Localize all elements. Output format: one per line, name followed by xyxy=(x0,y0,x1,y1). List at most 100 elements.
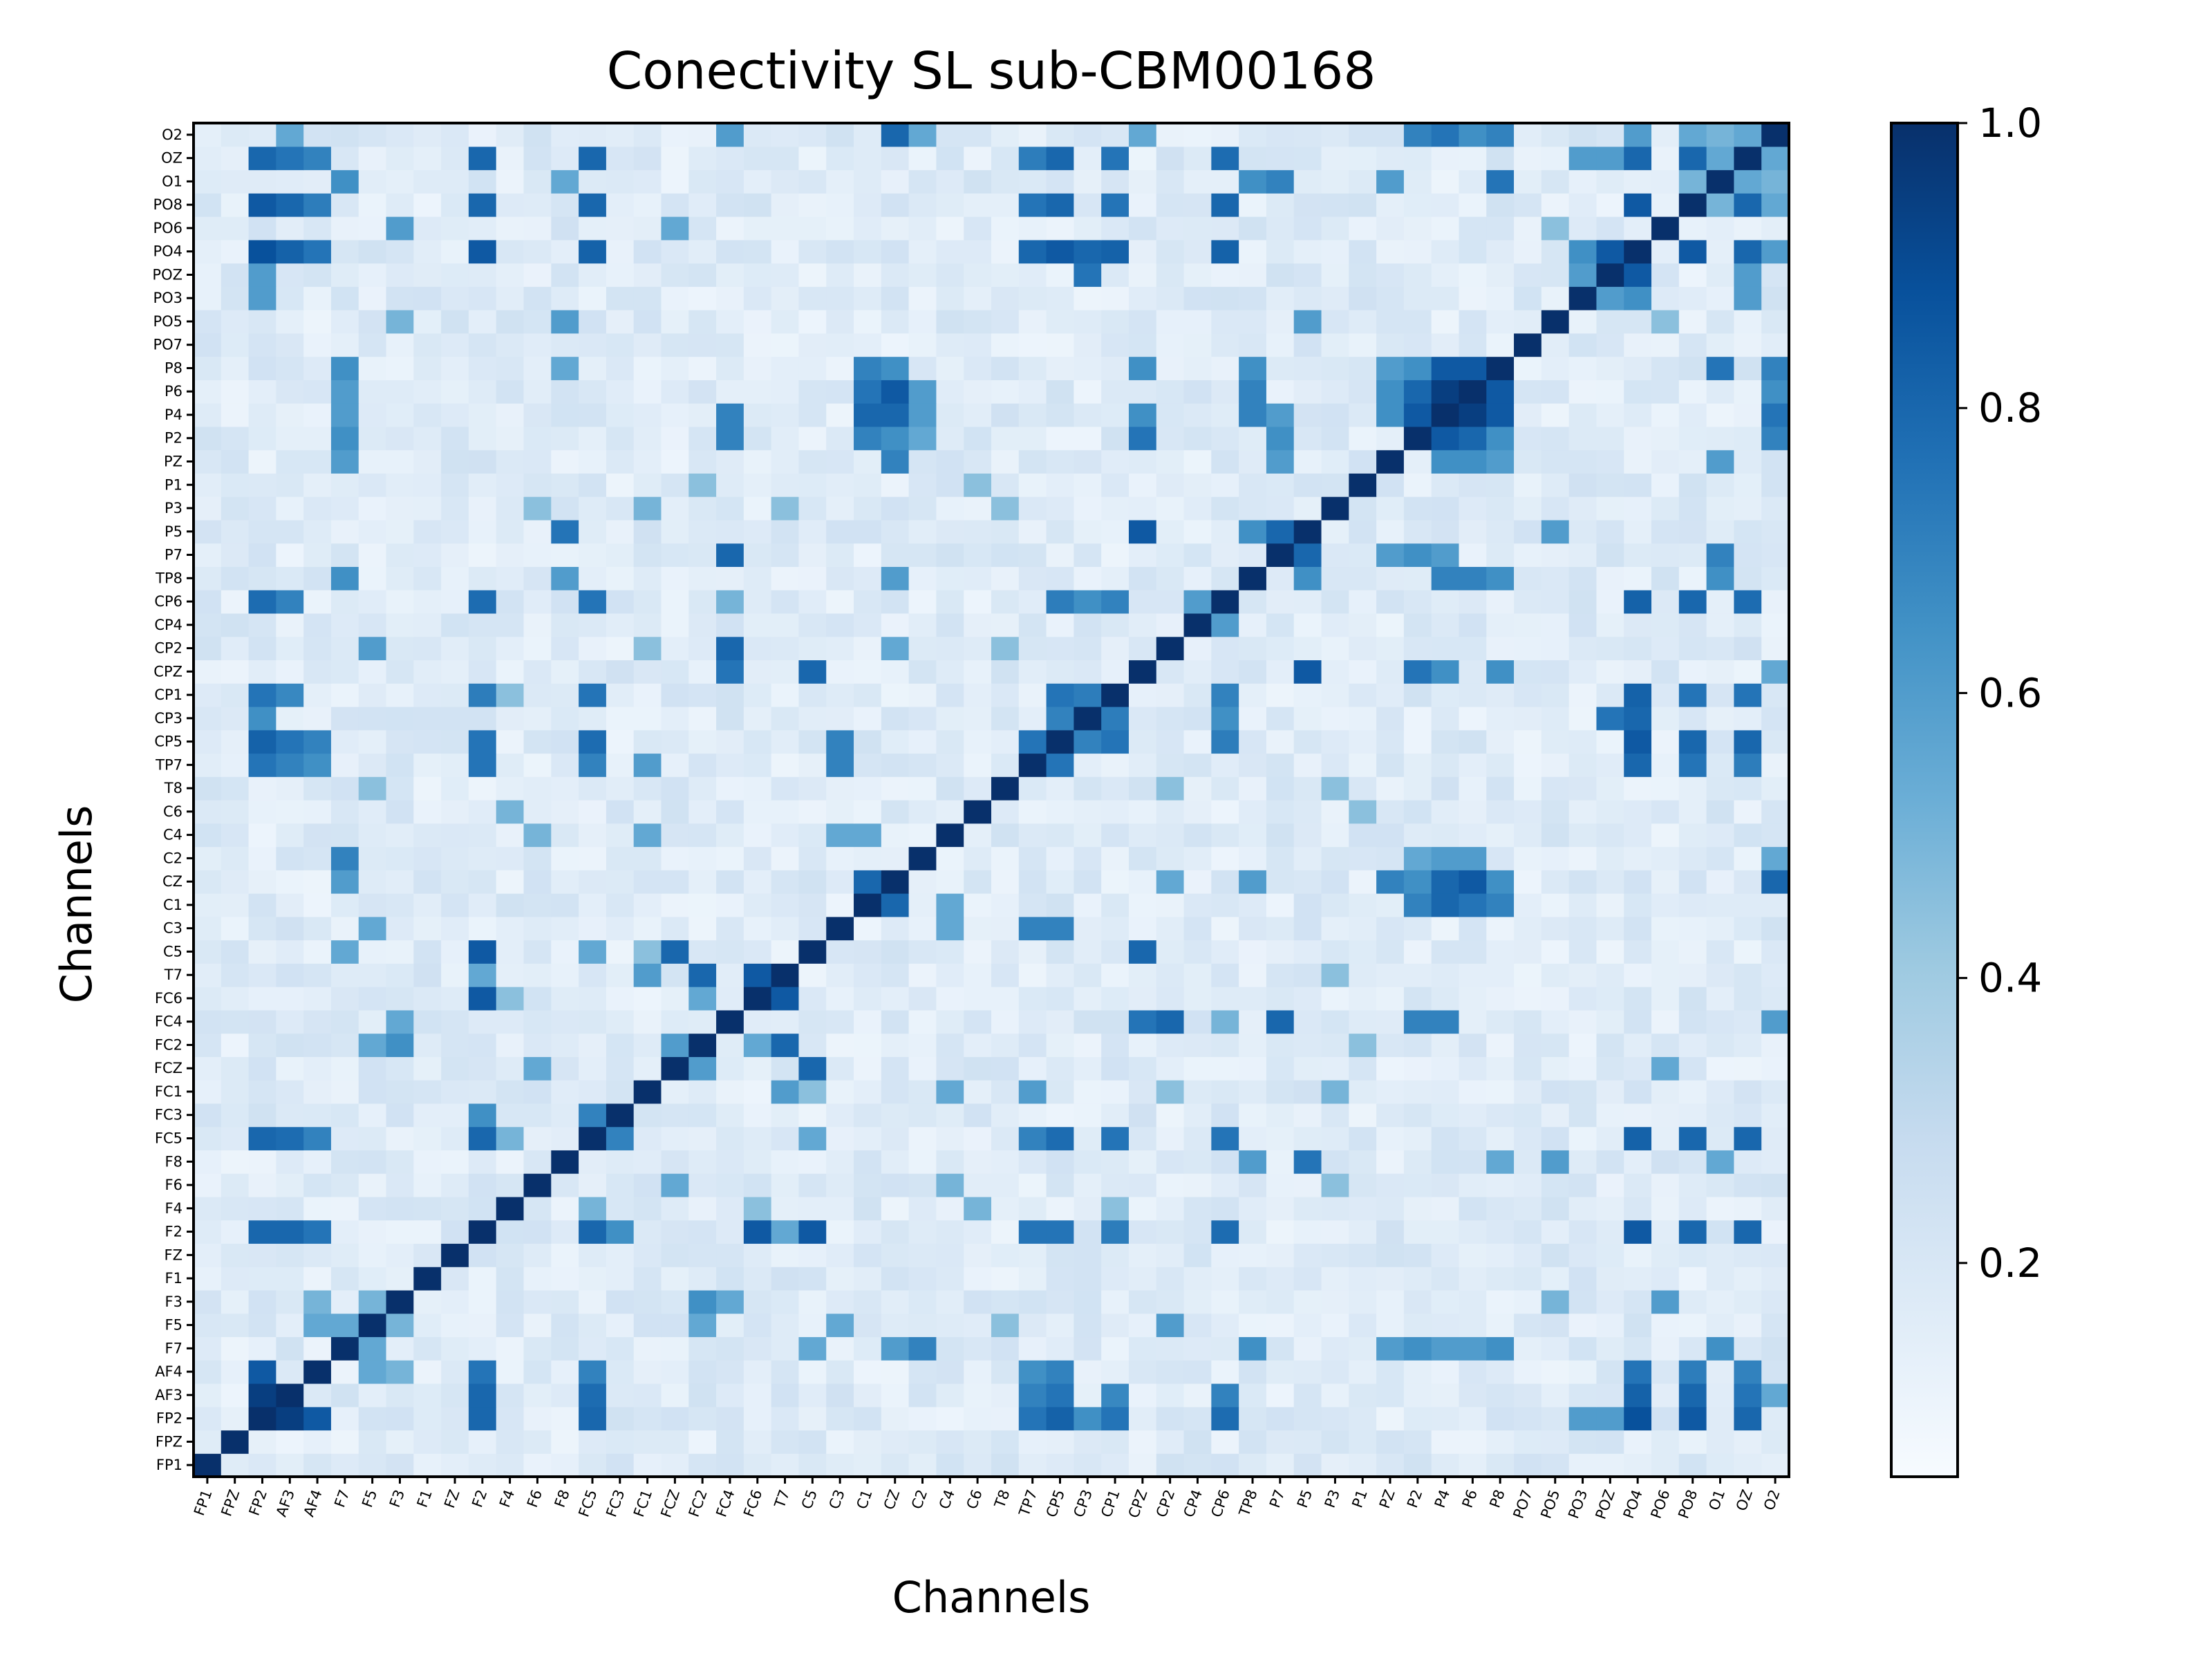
heatmap-cell xyxy=(964,403,992,427)
heatmap-cell xyxy=(194,380,222,404)
y-tick-label: FC5 xyxy=(155,1130,182,1147)
heatmap-cell xyxy=(798,823,827,848)
heatmap-cell xyxy=(991,310,1020,334)
heatmap-cell xyxy=(579,263,607,287)
heatmap-cell xyxy=(606,193,635,217)
heatmap-cell xyxy=(1101,146,1130,171)
heatmap-cell xyxy=(1734,239,1762,264)
heatmap-cell xyxy=(881,169,910,194)
heatmap-cell xyxy=(551,1383,579,1408)
heatmap-cell xyxy=(1734,800,1762,824)
heatmap-cell xyxy=(468,1220,497,1244)
heatmap-cell xyxy=(1156,1406,1185,1431)
heatmap-cell xyxy=(496,1103,525,1128)
heatmap-cell xyxy=(1101,1313,1130,1338)
heatmap-cell xyxy=(908,613,937,637)
heatmap-cell xyxy=(1156,987,1185,1011)
x-tick-label: F5 xyxy=(359,1488,380,1510)
heatmap-cell xyxy=(771,916,800,941)
heatmap-cell xyxy=(661,473,689,497)
heatmap-cell xyxy=(908,356,937,380)
heatmap-cell xyxy=(1514,706,1542,731)
heatmap-cell xyxy=(798,426,827,451)
heatmap-cell xyxy=(1596,519,1624,544)
heatmap-cell xyxy=(1239,800,1267,824)
heatmap-cell xyxy=(468,940,497,964)
heatmap-cell xyxy=(413,1080,442,1104)
heatmap-cell xyxy=(386,1406,414,1431)
heatmap-cell xyxy=(1376,426,1405,451)
heatmap-cell xyxy=(441,800,469,824)
heatmap-cell xyxy=(551,1360,579,1384)
heatmap-cell xyxy=(1018,1173,1047,1197)
heatmap-cell xyxy=(1541,169,1570,194)
heatmap-cell xyxy=(221,519,250,544)
heatmap-cell xyxy=(441,1220,469,1244)
y-tick-label: FP2 xyxy=(156,1410,182,1427)
heatmap-cell xyxy=(1734,543,1762,568)
heatmap-cell xyxy=(221,1336,250,1361)
heatmap-cell xyxy=(1706,846,1735,870)
heatmap-cell xyxy=(854,333,882,357)
heatmap-cell xyxy=(854,426,882,451)
heatmap-cell xyxy=(633,1056,662,1081)
heatmap-cell xyxy=(276,963,304,987)
heatmap-cell xyxy=(716,1196,744,1221)
heatmap-cell xyxy=(1211,449,1239,474)
heatmap-cell xyxy=(523,613,552,637)
heatmap-cell xyxy=(964,1267,992,1291)
heatmap-cell xyxy=(1293,123,1322,147)
heatmap-cell xyxy=(496,1313,525,1338)
heatmap-cell xyxy=(303,449,332,474)
heatmap-cell xyxy=(991,566,1020,590)
heatmap-cell xyxy=(1101,496,1130,521)
y-tick-label: T8 xyxy=(164,780,182,796)
heatmap-cell xyxy=(303,1126,332,1150)
heatmap-cell xyxy=(1376,263,1405,287)
heatmap-cell xyxy=(1568,963,1597,987)
heatmap-cell xyxy=(606,613,635,637)
heatmap-cell xyxy=(1486,519,1515,544)
heatmap-cell xyxy=(633,660,662,684)
heatmap-cell xyxy=(1761,1243,1790,1267)
heatmap-cell xyxy=(826,519,854,544)
heatmap-cell xyxy=(330,1150,359,1174)
heatmap-cell xyxy=(1514,1360,1542,1384)
heatmap-cell xyxy=(881,519,910,544)
heatmap-cell xyxy=(1403,1267,1432,1291)
heatmap-cell xyxy=(1128,870,1157,894)
heatmap-cell xyxy=(276,566,304,590)
heatmap-cell xyxy=(1651,310,1680,334)
heatmap-cell xyxy=(1459,940,1487,964)
heatmap-cell xyxy=(386,1313,414,1338)
heatmap-cell xyxy=(881,356,910,380)
heatmap-cell xyxy=(413,169,442,194)
heatmap-cell xyxy=(743,706,772,731)
heatmap-cell xyxy=(716,169,744,194)
heatmap-cell xyxy=(826,1196,854,1221)
heatmap-cell xyxy=(1734,636,1762,661)
heatmap-cell xyxy=(936,566,964,590)
heatmap-cell xyxy=(1101,286,1130,310)
heatmap-cell xyxy=(1183,1383,1212,1408)
heatmap-cell xyxy=(1349,1360,1377,1384)
heatmap-cell xyxy=(551,1313,579,1338)
heatmap-cell xyxy=(1541,1360,1570,1384)
x-tick-label: F4 xyxy=(496,1488,518,1510)
heatmap-cell xyxy=(1761,193,1790,217)
y-tick-label: C6 xyxy=(163,803,182,820)
heatmap-cell xyxy=(551,613,579,637)
heatmap-cell xyxy=(330,916,359,941)
heatmap-cell xyxy=(358,286,387,310)
x-tick-label: CP2 xyxy=(1153,1488,1178,1520)
heatmap-cell xyxy=(496,753,525,777)
heatmap-cell xyxy=(1128,1103,1157,1128)
heatmap-cell xyxy=(1046,916,1074,941)
heatmap-cell xyxy=(633,496,662,521)
heatmap-cell xyxy=(1624,823,1652,848)
heatmap-cell xyxy=(523,1009,552,1034)
heatmap-cell xyxy=(743,496,772,521)
heatmap-cell xyxy=(468,1173,497,1197)
heatmap-cell xyxy=(1128,916,1157,941)
heatmap-cell xyxy=(1074,1196,1102,1221)
